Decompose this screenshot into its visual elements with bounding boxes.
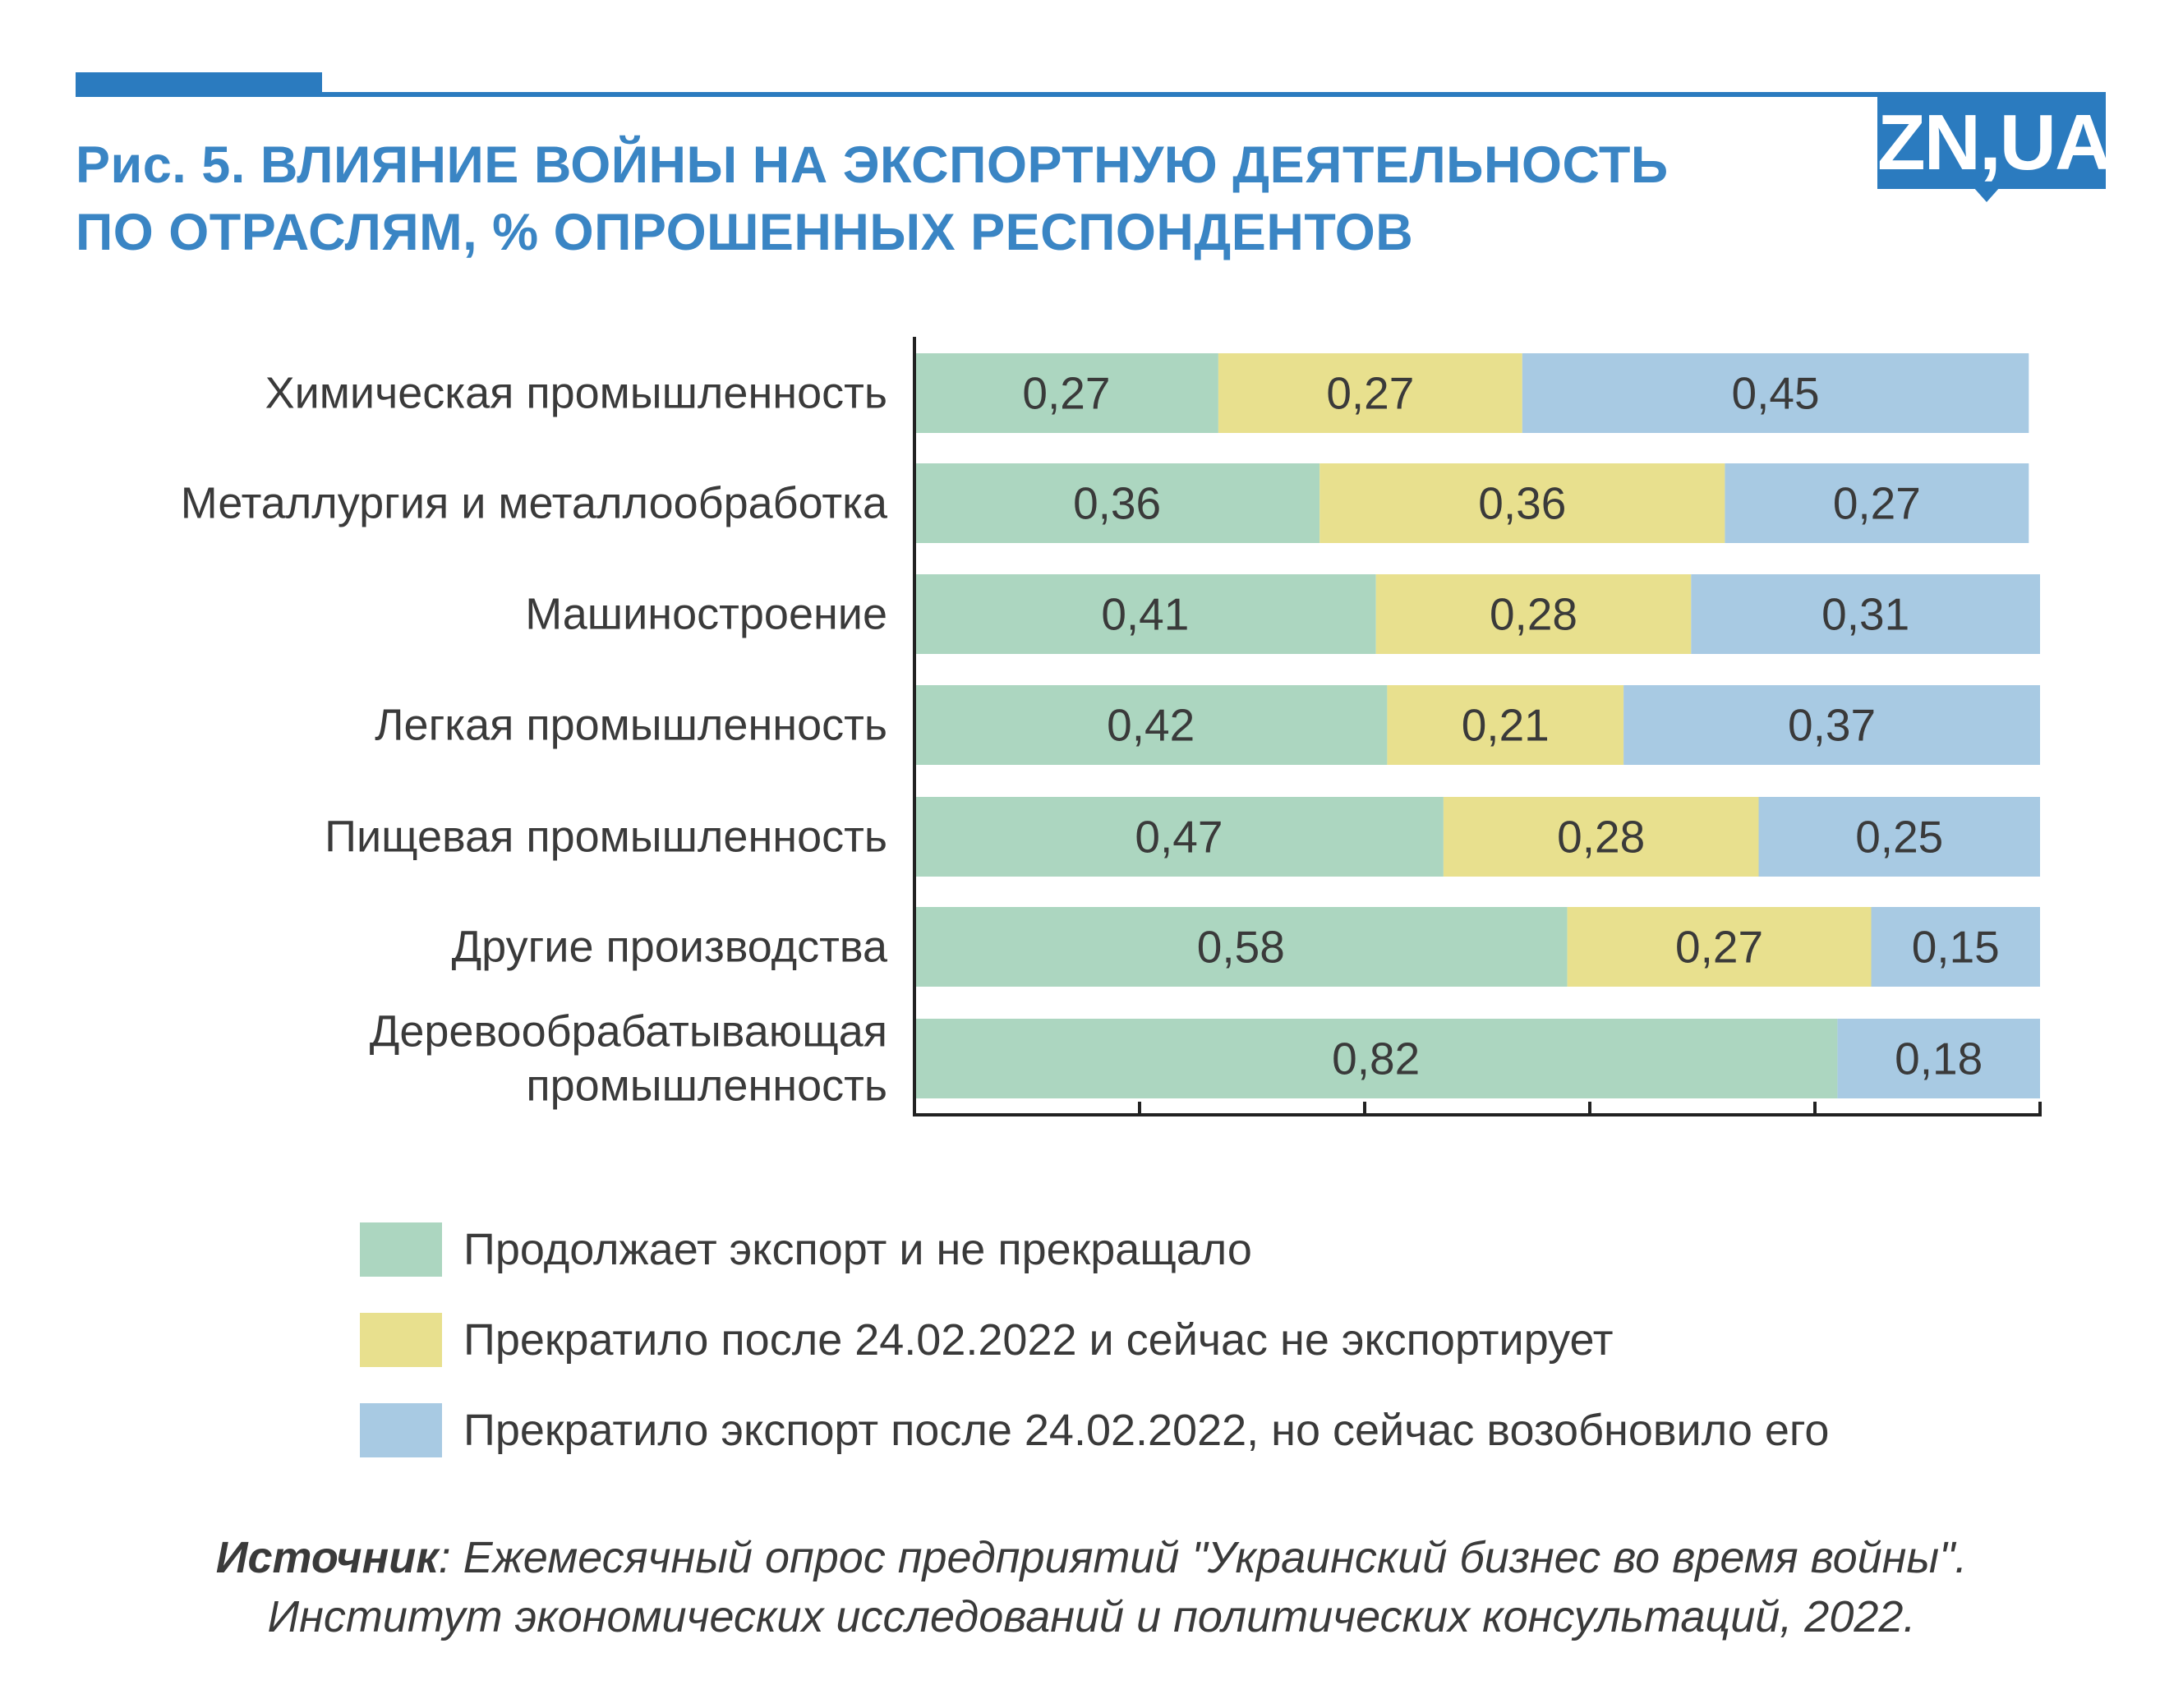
source-text-1: : Ежемесячный опрос предприятий "Украинс… [438,1533,1968,1582]
bar-segment [914,685,1388,765]
data-label: 0,47 [1135,812,1223,863]
bar-segment [914,353,1218,433]
data-label: 0,27 [1326,368,1414,419]
chart-title-line-1: Рис. 5. ВЛИЯНИЕ ВОЙНЫ НА ЭКСПОРТНУЮ ДЕЯТ… [76,136,1669,194]
bar-segment [914,797,1444,877]
bar-segment [914,463,1320,543]
bar-segment [1218,353,1522,433]
chart-title: Рис. 5. ВЛИЯНИЕ ВОЙНЫ НА ЭКСПОРТНУЮ ДЕЯТ… [76,131,1883,266]
data-label: 0,82 [1332,1034,1420,1084]
source-line-1: Источник: Ежемесячный опрос предприятий … [0,1528,2183,1587]
data-label: 0,41 [1101,589,1189,640]
bar-segment [1522,353,2029,433]
legend-swatch-green [360,1222,442,1277]
data-label: 0,27 [1022,368,1110,419]
legend-swatch-yellow [360,1313,442,1367]
category-label: Деревообрабатывающая [370,1007,887,1057]
bar-segment [1319,463,1725,543]
data-label: 0,36 [1478,478,1566,529]
stacked-bar-chart: 0,27 0,27 0,45 Химическая промышленность 0,3… [181,337,2042,1116]
data-label: 0,36 [1073,478,1161,529]
bar-segment [1725,463,2029,543]
category-label: Металлургия и металлообработка [181,479,888,528]
legend-swatch-blue [360,1403,442,1457]
data-label: 0,27 [1675,922,1763,973]
category-label: Другие производства [452,923,888,972]
bar-segment [1375,574,1692,654]
logo-notch [1973,187,2000,202]
data-label: 0,45 [1732,368,1820,419]
source-line-2: Институт экономических исследований и по… [267,1592,1916,1641]
data-label: 0,21 [1462,700,1550,751]
bar-segment [914,907,1568,987]
bar-segment [1758,797,2040,877]
bar-segment [1443,797,1759,877]
source-note: Источник: Ежемесячный опрос предприятий … [0,1528,2183,1646]
category-label: Химическая промышленность [265,369,887,418]
legend-label-stopped: Прекратило после 24.02.2022 и сейчас не … [463,1315,1614,1365]
chart-title-line-2: ПО ОТРАСЛЯМ, % ОПРОШЕННЫХ РЕСПОНДЕНТОВ [76,204,1414,261]
data-label: 0,25 [1855,812,1943,863]
category-label: Пищевая промышленность [325,813,887,862]
data-label: 0,31 [1821,589,1909,640]
data-label: 0,42 [1107,700,1195,751]
data-label: 0,15 [1912,922,2000,973]
header-rule [76,92,2106,97]
bar-segment [914,1019,1838,1098]
bar-segment [1387,685,1624,765]
bar-segment [1623,685,2040,765]
data-label: 0,58 [1197,922,1285,973]
bar-segment [1691,574,2040,654]
category-label: Машиностроение [525,590,887,639]
data-label: 0,28 [1557,812,1645,863]
category-label: Легкая промышленность [375,701,887,750]
source-label: Источник [215,1533,439,1582]
data-label: 0,37 [1788,700,1876,751]
legend-label-resumed: Прекратило экспорт после 24.02.2022, но … [463,1406,1830,1455]
bar-segment [1837,1019,2040,1098]
bar-segment [1567,907,1872,987]
zn-ua-logo: ZN,UA [1877,97,2112,189]
category-label: промышленность [526,1061,887,1111]
bar-segment [914,574,1376,654]
bar-segment [1871,907,2040,987]
data-label: 0,28 [1490,589,1577,640]
data-label: 0,27 [1833,478,1921,529]
legend-label-continues: Продолжает экспорт и не прекращало [463,1225,1252,1274]
data-label: 0,18 [1895,1034,1983,1084]
